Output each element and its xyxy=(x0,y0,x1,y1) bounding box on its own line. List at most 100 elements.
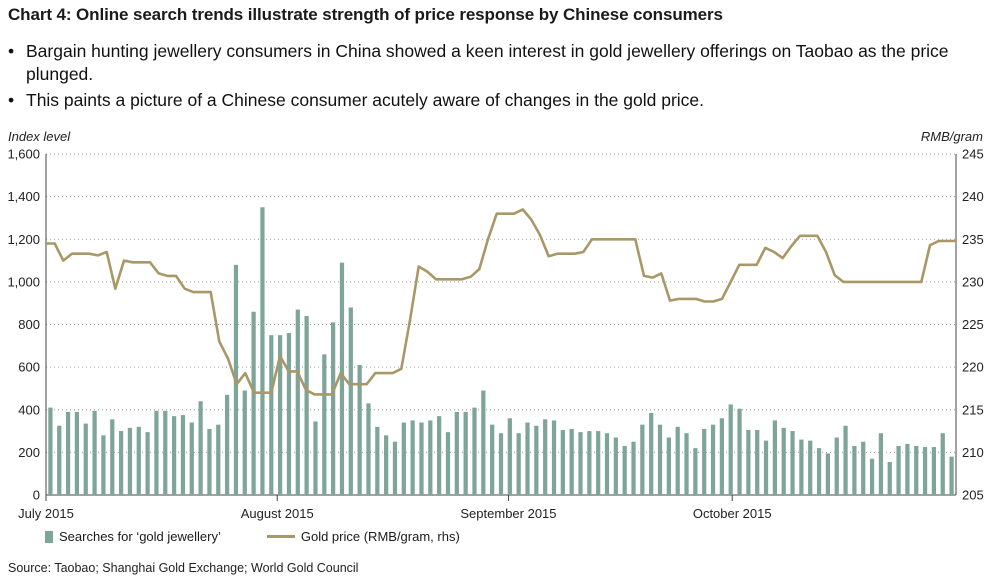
search-bar xyxy=(445,432,451,495)
search-bar xyxy=(887,461,892,495)
bullet-dot-icon: • xyxy=(8,90,15,110)
x-tick-label: July 2015 xyxy=(18,506,74,521)
search-bar xyxy=(604,433,610,495)
search-bar xyxy=(207,428,212,495)
search-bar xyxy=(154,410,159,495)
search-bar xyxy=(852,445,857,495)
y-tick-label-left: 200 xyxy=(18,445,40,460)
chart-title: Chart 4: Online search trends illustrate… xyxy=(8,5,723,24)
search-bar xyxy=(83,423,88,495)
left-axis-unit-label: Index level xyxy=(8,129,71,144)
search-bar xyxy=(110,419,115,495)
search-bar xyxy=(278,335,283,495)
y-tick-label-right: 220 xyxy=(962,360,984,375)
search-bar xyxy=(551,420,557,495)
search-bar xyxy=(710,424,716,495)
search-bar xyxy=(772,420,778,495)
y-tick-label-right: 240 xyxy=(962,189,984,204)
search-bar xyxy=(490,424,495,495)
search-bar xyxy=(657,424,663,495)
search-bar xyxy=(366,403,371,495)
bullet-text: This paints a picture of a Chinese consu… xyxy=(26,90,705,110)
bullet-text: Bargain hunting jewellery consumers in C… xyxy=(26,41,949,84)
search-bar xyxy=(746,429,751,495)
y-tick-label-right: 205 xyxy=(962,488,984,503)
search-bar xyxy=(834,437,839,495)
gold-price-line xyxy=(46,208,956,396)
search-bar xyxy=(755,429,760,495)
right-axis-unit-label: RMB/gram xyxy=(920,129,983,144)
search-bar xyxy=(649,412,654,495)
y-tick-label-left: 0 xyxy=(33,488,40,503)
search-bar xyxy=(65,411,71,495)
bullet-dot-icon: • xyxy=(8,41,15,61)
search-bar xyxy=(914,445,919,495)
search-bar xyxy=(428,420,433,495)
search-bar xyxy=(375,426,380,495)
y-tick-label-left: 400 xyxy=(18,402,40,417)
search-bar xyxy=(719,418,724,495)
search-bar xyxy=(861,441,866,495)
bullet-list: • Bargain hunting jewellery consumers in… xyxy=(8,40,968,115)
search-bar xyxy=(596,431,601,495)
search-bar xyxy=(905,443,910,495)
search-bar xyxy=(516,433,521,495)
search-bar xyxy=(825,453,831,495)
search-bar xyxy=(931,447,937,495)
search-bar xyxy=(640,424,645,495)
y-tick-label-right: 210 xyxy=(962,445,984,460)
search-bar xyxy=(251,311,256,495)
bullet-item: • This paints a picture of a Chinese con… xyxy=(8,89,968,112)
search-bar xyxy=(781,427,786,495)
search-bar xyxy=(587,431,592,495)
search-bar xyxy=(437,416,442,495)
y-tick-label-left: 800 xyxy=(18,317,40,332)
search-bar xyxy=(543,419,548,495)
search-bar xyxy=(331,322,336,495)
search-bar xyxy=(322,354,327,495)
search-bar xyxy=(224,394,230,495)
search-bar xyxy=(949,456,954,495)
search-bar xyxy=(189,422,194,495)
x-tick-label: August 2015 xyxy=(241,506,314,521)
search-bar xyxy=(242,390,247,495)
search-bar xyxy=(339,262,345,495)
search-bar xyxy=(260,207,265,495)
search-bar xyxy=(198,401,203,495)
search-bar xyxy=(878,433,884,495)
search-bar xyxy=(216,424,221,495)
search-bar xyxy=(737,408,742,495)
legend-line-swatch xyxy=(266,535,295,538)
search-bar xyxy=(869,458,875,495)
search-bar xyxy=(569,428,574,495)
search-bar xyxy=(560,429,565,495)
search-bar xyxy=(896,445,901,495)
search-bar xyxy=(922,447,928,495)
search-bar xyxy=(790,431,795,495)
search-bar xyxy=(507,418,512,495)
search-bar xyxy=(286,333,292,495)
legend-label-searches: Searches for ‘gold jewellery’ xyxy=(59,529,221,544)
search-bar xyxy=(48,407,53,495)
bullet-item: • Bargain hunting jewellery consumers in… xyxy=(8,40,968,86)
search-bar xyxy=(666,437,671,495)
search-bar xyxy=(684,433,689,495)
search-bar xyxy=(118,431,124,495)
search-bar xyxy=(92,410,97,495)
y-tick-label-left: 1,600 xyxy=(7,147,40,162)
search-bar xyxy=(392,441,398,495)
search-bar xyxy=(357,364,362,495)
search-bar xyxy=(136,426,141,495)
search-bar xyxy=(269,335,274,495)
search-bar xyxy=(631,441,636,495)
search-bar xyxy=(622,445,627,495)
search-bar xyxy=(454,411,459,495)
search-bar xyxy=(57,425,62,495)
y-tick-label-right: 215 xyxy=(962,402,984,417)
y-tick-label-left: 600 xyxy=(18,360,40,375)
search-bar xyxy=(304,315,309,495)
search-bar xyxy=(702,428,707,495)
search-bar xyxy=(763,440,769,495)
search-bar xyxy=(419,422,424,495)
y-tick-label-right: 245 xyxy=(962,147,984,162)
